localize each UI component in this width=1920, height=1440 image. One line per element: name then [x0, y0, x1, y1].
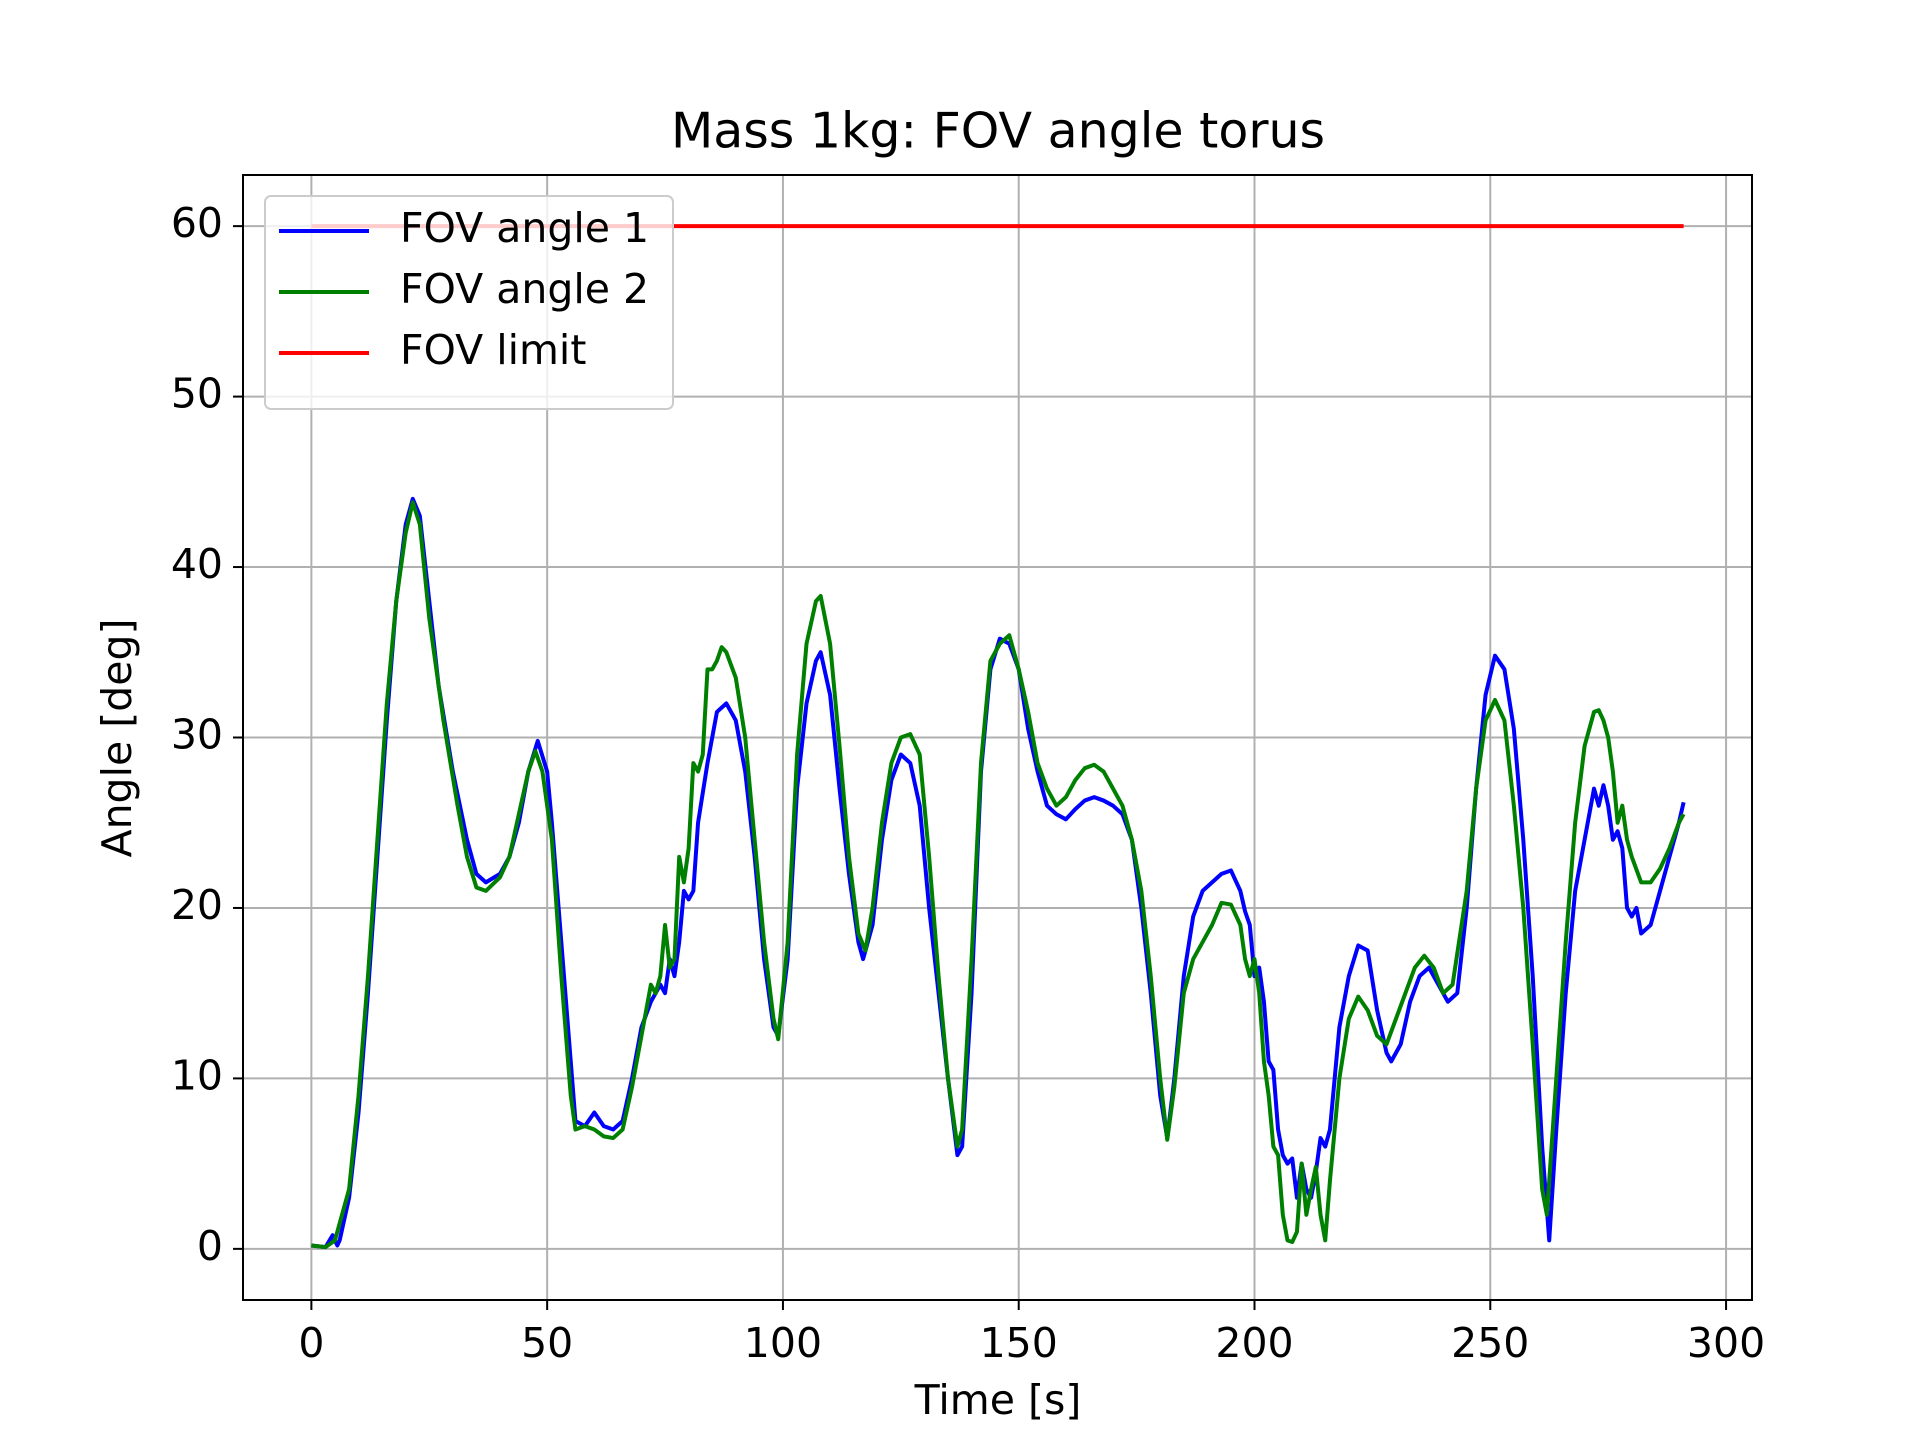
chart-title: Mass 1kg: FOV angle torus	[671, 103, 1325, 160]
legend-box	[264, 195, 674, 410]
y-axis-label: Angle [deg]	[93, 619, 141, 858]
y-tick-label: 10	[171, 1051, 223, 1099]
y-tick-label: 20	[171, 881, 223, 929]
x-tick-label: 100	[744, 1319, 822, 1367]
y-tick-label: 40	[171, 540, 223, 588]
legend-label: FOV limit	[400, 326, 586, 374]
x-tick-label: 300	[1687, 1319, 1765, 1367]
legend-label: FOV angle 1	[400, 204, 649, 252]
x-tick-label: 250	[1451, 1319, 1529, 1367]
y-tick-label: 60	[171, 199, 223, 247]
y-tick-label: 0	[197, 1222, 223, 1270]
x-tick-label: 50	[521, 1319, 573, 1367]
y-tick-label: 50	[171, 370, 223, 418]
x-tick-label: 0	[298, 1319, 324, 1367]
legend-label: FOV angle 2	[400, 265, 649, 313]
y-tick-label: 30	[171, 711, 223, 759]
data-line	[311, 500, 1686, 1250]
x-axis-label: Time [s]	[914, 1376, 1082, 1424]
x-tick-label: 200	[1215, 1319, 1293, 1367]
x-tick-label: 150	[980, 1319, 1058, 1367]
plot-frame	[242, 174, 1753, 1301]
data-line	[311, 496, 1686, 1250]
